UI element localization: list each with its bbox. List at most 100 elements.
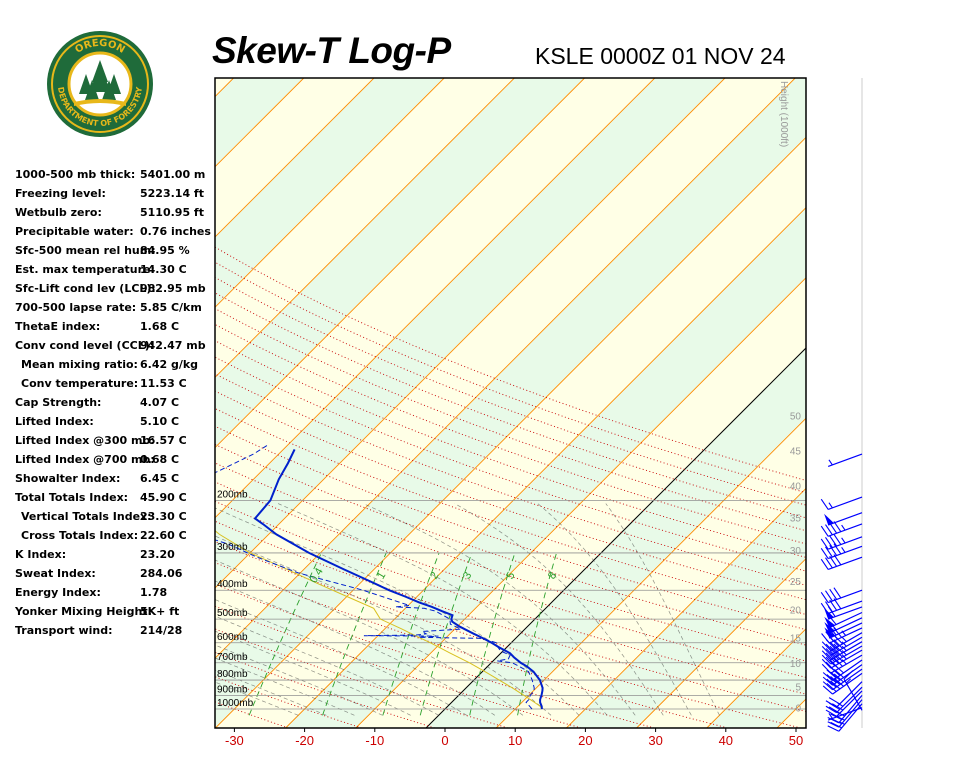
wind-barb-staff <box>827 496 863 510</box>
wind-barb-feather <box>822 681 833 691</box>
pressure-label: 300mb <box>217 542 248 553</box>
mixing-ratio-line <box>517 552 557 716</box>
mixing-ratio-label: 3 <box>461 570 474 581</box>
wind-barb-staff <box>832 664 863 686</box>
wind-barb-feather <box>820 558 829 570</box>
height-label: 5 <box>795 682 801 693</box>
wind-barb-feather <box>826 682 837 692</box>
wind-barb <box>820 521 863 537</box>
wind-barb-staff <box>827 589 863 604</box>
index-row: 1000-500 mb thick: 5401.00 m <box>15 168 215 187</box>
index-row: Wetbulb zero: 5110.95 ft <box>15 206 215 225</box>
wind-barb-feather <box>829 544 838 556</box>
wind-barb-half-feather <box>841 659 847 665</box>
wind-barb <box>821 636 863 656</box>
height-label: 35 <box>790 513 802 524</box>
index-row: Precipitable water: 0.76 inches <box>15 225 215 244</box>
index-label: Precipitable water: <box>15 225 134 238</box>
index-row: Showalter Index: 6.45 C <box>15 472 215 491</box>
index-row: Total Totals Index: 45.90 C <box>15 491 215 510</box>
wind-barb-flag <box>824 513 834 526</box>
wind-barb-feather <box>833 533 842 545</box>
moist-adiabat <box>215 644 383 716</box>
index-value: 942.47 mb <box>140 339 206 352</box>
moist-adiabat <box>215 681 299 716</box>
wind-barb-feather <box>821 641 832 652</box>
wind-barb-staff <box>838 703 863 732</box>
wind-barb-feather <box>828 706 841 714</box>
index-value: 1.68 C <box>140 320 180 333</box>
wind-barb-feather <box>829 659 840 670</box>
index-label: Est. max temperature: <box>15 263 155 276</box>
mixing-ratio-line <box>469 552 516 716</box>
moist-adiabat <box>215 535 552 716</box>
wind-barb-feather <box>825 648 836 658</box>
dry-adiabat <box>215 308 806 532</box>
wind-barb <box>820 533 863 550</box>
wind-barb-feather <box>833 652 843 662</box>
pressure-label: 1000mb <box>217 698 254 709</box>
wind-barb <box>821 645 863 665</box>
wind-barb-feather <box>829 654 840 665</box>
wind-barb-feather <box>825 524 833 536</box>
wind-barb-feather <box>830 721 842 729</box>
wind-barb-feather <box>829 535 838 547</box>
wind-barb-feather <box>830 671 841 681</box>
index-row: Energy Index: 1.78 <box>15 586 215 605</box>
index-value: 1.78 <box>140 586 168 599</box>
mixing-ratio-label: 5 <box>504 570 517 581</box>
wind-barb-feather <box>820 538 829 550</box>
pressure-label: 800mb <box>217 669 248 680</box>
index-value: 5K+ ft <box>140 605 180 618</box>
wind-barb-feather <box>825 601 833 613</box>
moist-adiabat <box>454 503 664 716</box>
isotherm <box>847 78 960 728</box>
index-value: 14.30 C <box>140 263 187 276</box>
index-label: Lifted Index @300 mb: <box>15 434 155 447</box>
isotherm <box>215 78 796 659</box>
isotherm <box>215 78 656 519</box>
wind-barb-feather <box>829 588 838 600</box>
oregon-dept-forestry-logo: OREGON DEPARTMENT OF FORESTRY <box>47 31 153 137</box>
index-value: 84.95 % <box>140 244 190 257</box>
wind-barb-feather <box>825 705 837 714</box>
index-value: 982.95 mb <box>140 282 206 295</box>
index-row: Lifted Index @700 mb: 0.68 C <box>15 453 215 472</box>
chart-title: Skew-T Log-P <box>212 30 451 71</box>
moist-adiabat <box>363 503 636 716</box>
index-value: 45.90 C <box>140 491 187 504</box>
index-label: Sfc-500 mean rel hum: <box>15 244 156 257</box>
index-label: Vertical Totals Index: <box>21 510 152 523</box>
wind-barb-feather <box>820 548 829 559</box>
wind-barb-feather <box>825 557 833 569</box>
index-label: Energy Index: <box>15 586 101 599</box>
plot-frame <box>214 77 807 729</box>
wind-barb-feather <box>826 674 837 684</box>
moist-adiabat <box>215 559 524 716</box>
wind-barb-feather <box>821 663 832 674</box>
wind-barb-feather <box>833 647 843 658</box>
height-label: 25 <box>790 577 802 588</box>
height-label: 45 <box>790 446 802 457</box>
wind-barb-feather <box>829 645 840 656</box>
index-value: 6.45 C <box>140 472 180 485</box>
wind-barb-feather <box>820 525 829 537</box>
wind-barb-staff <box>838 699 863 728</box>
mixing-ratio-label: 1 <box>375 570 388 581</box>
index-value: 214/28 <box>140 624 183 637</box>
temperature-band <box>847 78 960 728</box>
height-label: 40 <box>790 481 802 492</box>
index-value: 22.60 C <box>140 529 187 542</box>
pressure-label: 900mb <box>217 684 248 695</box>
mixing-ratio-line <box>248 552 322 716</box>
index-value: 23.30 C <box>140 510 187 523</box>
x-tick-label: -20 <box>295 733 314 748</box>
height-label: 50 <box>790 412 802 423</box>
wind-barb-staff <box>827 523 863 537</box>
wind-barb <box>822 668 863 691</box>
index-row: K Index: 23.20 <box>15 548 215 567</box>
moist-adiabat <box>277 503 608 716</box>
index-label: 700-500 lapse rate: <box>15 301 137 314</box>
index-row: Cap Strength: 4.07 C <box>15 396 215 415</box>
